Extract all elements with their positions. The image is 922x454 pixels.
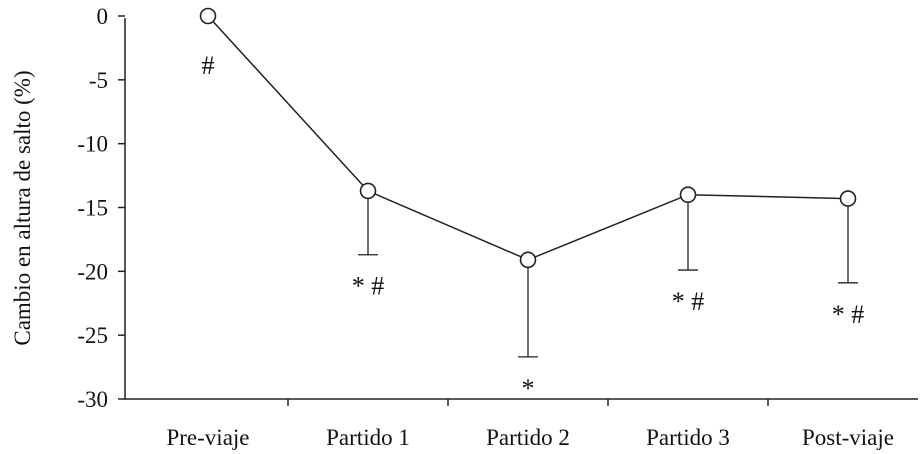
y-tick-label: -20 (77, 259, 108, 284)
data-point-marker (519, 251, 537, 269)
x-tick-label: Partido 2 (486, 425, 570, 450)
x-tick-label: Partido 1 (326, 425, 410, 450)
annotation-group: # * # * * # * # (202, 51, 865, 403)
y-axis-title: Cambio en altura de salto (%) (10, 70, 35, 345)
y-tick-label: -30 (77, 387, 108, 412)
y-tick-label: -15 (77, 196, 108, 221)
error-bar-group (358, 190, 858, 358)
x-tick-label-group: Pre-viaje Partido 1 Partido 2 Partido 3 Post… (166, 399, 894, 450)
y-tick-label: 0 (97, 4, 109, 29)
x-tick-label: Partido 3 (646, 425, 730, 450)
significance-annotation: * # (672, 287, 705, 316)
marker-group (199, 7, 857, 269)
series-line (207, 15, 849, 261)
data-point-marker (839, 190, 857, 207)
significance-annotation: * # (352, 272, 385, 301)
x-tick-label: Post-viaje (802, 425, 894, 450)
data-point-marker (199, 7, 217, 25)
data-point-marker (359, 182, 377, 200)
significance-annotation: * # (832, 300, 865, 329)
y-tick-label: -25 (77, 323, 108, 348)
significance-annotation: * (522, 374, 535, 403)
significance-annotation: # (202, 51, 215, 80)
y-tick-label: -5 (89, 68, 108, 93)
y-tick-group: 0 -5 -10 -15 -20 -25 -30 (77, 4, 125, 412)
y-tick-label: -10 (77, 132, 108, 157)
x-tick-label: Pre-viaje (166, 425, 249, 450)
data-point-marker (679, 186, 697, 204)
